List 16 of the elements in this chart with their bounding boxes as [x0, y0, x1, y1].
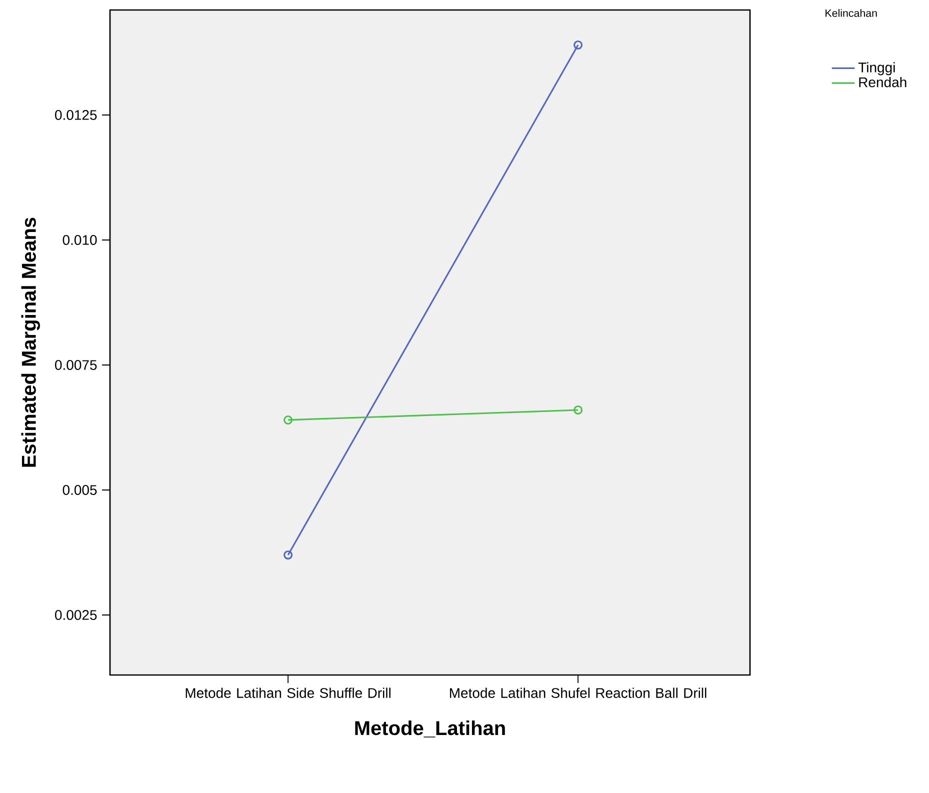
point [574, 40, 583, 50]
point [284, 550, 293, 560]
x-axis-title: Metode_Latihan [355, 720, 505, 738]
y-tick-label: 0.010 [62, 235, 97, 245]
legend-label: Rendah [859, 76, 906, 88]
legend-title: Kelincahan [826, 9, 877, 17]
x-tick-label: Metode Latihan Shufel Reaction Ball Drill [450, 688, 706, 698]
y-tick-label: 0.0125 [55, 110, 97, 120]
y-axis-title: Estimated Marginal Means [21, 218, 40, 467]
y-tick-label: 0.0075 [55, 360, 97, 370]
y-tick-label: 0.0025 [55, 610, 97, 620]
x-tick-label: Metode Latihan Side Shuffle Drill [186, 688, 390, 698]
y-tick-label: 0.005 [62, 485, 97, 495]
legend-label: Tinggi [858, 62, 895, 76]
point [574, 405, 583, 415]
point [284, 415, 293, 425]
